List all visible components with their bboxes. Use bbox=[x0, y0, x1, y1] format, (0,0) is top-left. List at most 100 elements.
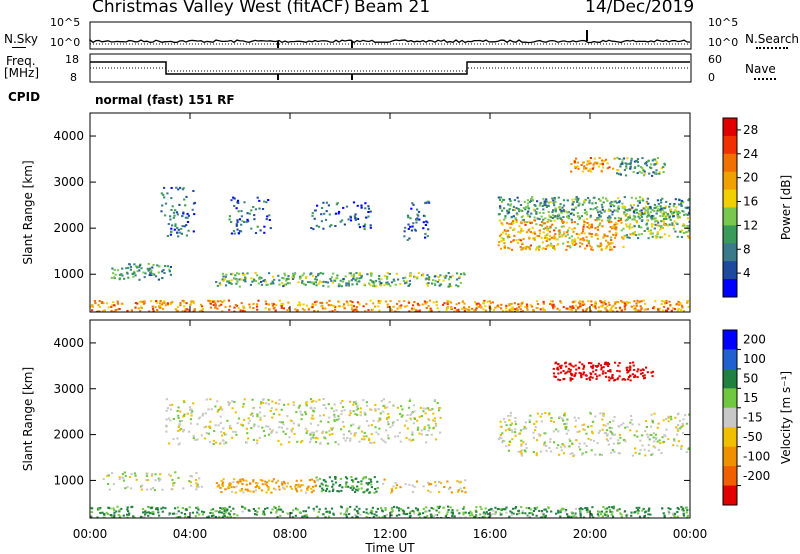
velocity-cell bbox=[625, 369, 629, 371]
power-cell bbox=[184, 204, 187, 207]
velocity-cell bbox=[420, 433, 423, 436]
velocity-cell bbox=[562, 508, 565, 511]
velocity-cell bbox=[559, 511, 562, 514]
power-cell bbox=[377, 300, 380, 302]
power-cell bbox=[518, 210, 521, 213]
power-cell bbox=[656, 157, 659, 159]
velocity-cell bbox=[563, 516, 566, 518]
power-cell bbox=[243, 278, 246, 281]
power-cell bbox=[330, 279, 333, 282]
power-cell bbox=[272, 282, 275, 285]
power-cell bbox=[664, 309, 668, 312]
velocity-cell bbox=[665, 418, 668, 420]
velocity-cell bbox=[324, 480, 327, 483]
power-cell bbox=[173, 214, 176, 217]
power-cell bbox=[550, 300, 553, 303]
velocity-cell bbox=[684, 506, 688, 509]
power-cell bbox=[280, 302, 283, 305]
power-cell bbox=[597, 218, 600, 220]
velocity-cell bbox=[511, 438, 514, 441]
power-colorbar-segment bbox=[723, 171, 737, 191]
power-cell bbox=[244, 277, 247, 280]
power-cell bbox=[341, 219, 344, 222]
power-cell bbox=[489, 307, 493, 310]
velocity-cell bbox=[195, 488, 198, 491]
velocity-cell bbox=[339, 477, 342, 480]
velocity-cell bbox=[228, 425, 232, 427]
power-cell bbox=[231, 272, 234, 275]
velocity-cell bbox=[377, 408, 380, 410]
power-cell bbox=[623, 212, 626, 215]
power-cell bbox=[569, 308, 573, 311]
power-cell bbox=[585, 310, 588, 312]
power-cell bbox=[677, 303, 681, 306]
power-cell bbox=[427, 228, 430, 231]
velocity-cell bbox=[352, 479, 355, 482]
power-cell bbox=[609, 248, 612, 251]
power-cell bbox=[651, 209, 654, 211]
velocity-cell bbox=[432, 515, 435, 518]
power-cell bbox=[212, 304, 215, 307]
power-cell bbox=[630, 305, 633, 308]
velocity-cell bbox=[606, 361, 610, 364]
power-cell bbox=[602, 166, 605, 169]
velocity-cell bbox=[363, 411, 366, 414]
power-cell bbox=[416, 304, 420, 306]
power-cell bbox=[337, 285, 340, 288]
power-cell bbox=[663, 211, 666, 214]
power-cell bbox=[546, 237, 549, 239]
power-cell bbox=[416, 302, 419, 305]
power-cell bbox=[546, 233, 549, 236]
power-cell bbox=[582, 237, 585, 240]
power-cell bbox=[224, 275, 227, 278]
power-cell bbox=[617, 219, 620, 222]
power-cell bbox=[198, 310, 201, 312]
velocity-cell bbox=[603, 432, 606, 435]
power-cell bbox=[163, 196, 166, 199]
velocity-cell bbox=[332, 483, 335, 486]
power-cell bbox=[617, 301, 620, 304]
x-axis-label: Time UT bbox=[364, 541, 415, 554]
power-cell bbox=[542, 222, 545, 225]
velocity-cell bbox=[169, 474, 172, 477]
power-cell bbox=[384, 300, 388, 303]
power-cell bbox=[572, 230, 575, 233]
velocity-cell bbox=[201, 513, 205, 516]
beam-label: Beam 21 bbox=[354, 0, 431, 17]
y-tick-label: 1000 bbox=[53, 267, 84, 281]
power-cell bbox=[594, 202, 597, 205]
power-cell bbox=[445, 274, 448, 277]
velocity-cell bbox=[470, 512, 473, 515]
velocity-cell bbox=[349, 409, 352, 412]
power-cell bbox=[684, 213, 687, 216]
velocity-cell bbox=[237, 480, 240, 483]
power-cell bbox=[678, 216, 681, 219]
velocity-cell bbox=[434, 484, 437, 487]
velocity-cell bbox=[625, 514, 628, 517]
power-cell bbox=[349, 215, 352, 218]
power-cell bbox=[640, 215, 644, 218]
velocity-cell bbox=[311, 485, 315, 488]
velocity-cell bbox=[530, 512, 533, 515]
velocity-cell bbox=[203, 426, 206, 429]
velocity-cell bbox=[216, 410, 219, 413]
power-cell bbox=[355, 283, 359, 286]
power-cell bbox=[234, 274, 237, 277]
power-cell bbox=[562, 306, 565, 309]
velocity-cell bbox=[270, 430, 273, 433]
power-cell bbox=[625, 213, 628, 215]
power-cell bbox=[601, 159, 604, 162]
velocity-cell bbox=[558, 416, 561, 419]
power-cell bbox=[417, 272, 420, 275]
velocity-cell bbox=[165, 398, 168, 401]
velocity-cell bbox=[316, 437, 319, 440]
velocity-cell bbox=[638, 452, 641, 455]
power-cell bbox=[128, 263, 131, 266]
velocity-cell bbox=[391, 489, 394, 492]
velocity-cell bbox=[305, 514, 308, 517]
power-cell bbox=[592, 305, 595, 308]
velocity-cell bbox=[543, 508, 546, 511]
power-cell bbox=[562, 225, 565, 228]
power-cell bbox=[546, 221, 549, 223]
power-cell bbox=[541, 224, 544, 227]
